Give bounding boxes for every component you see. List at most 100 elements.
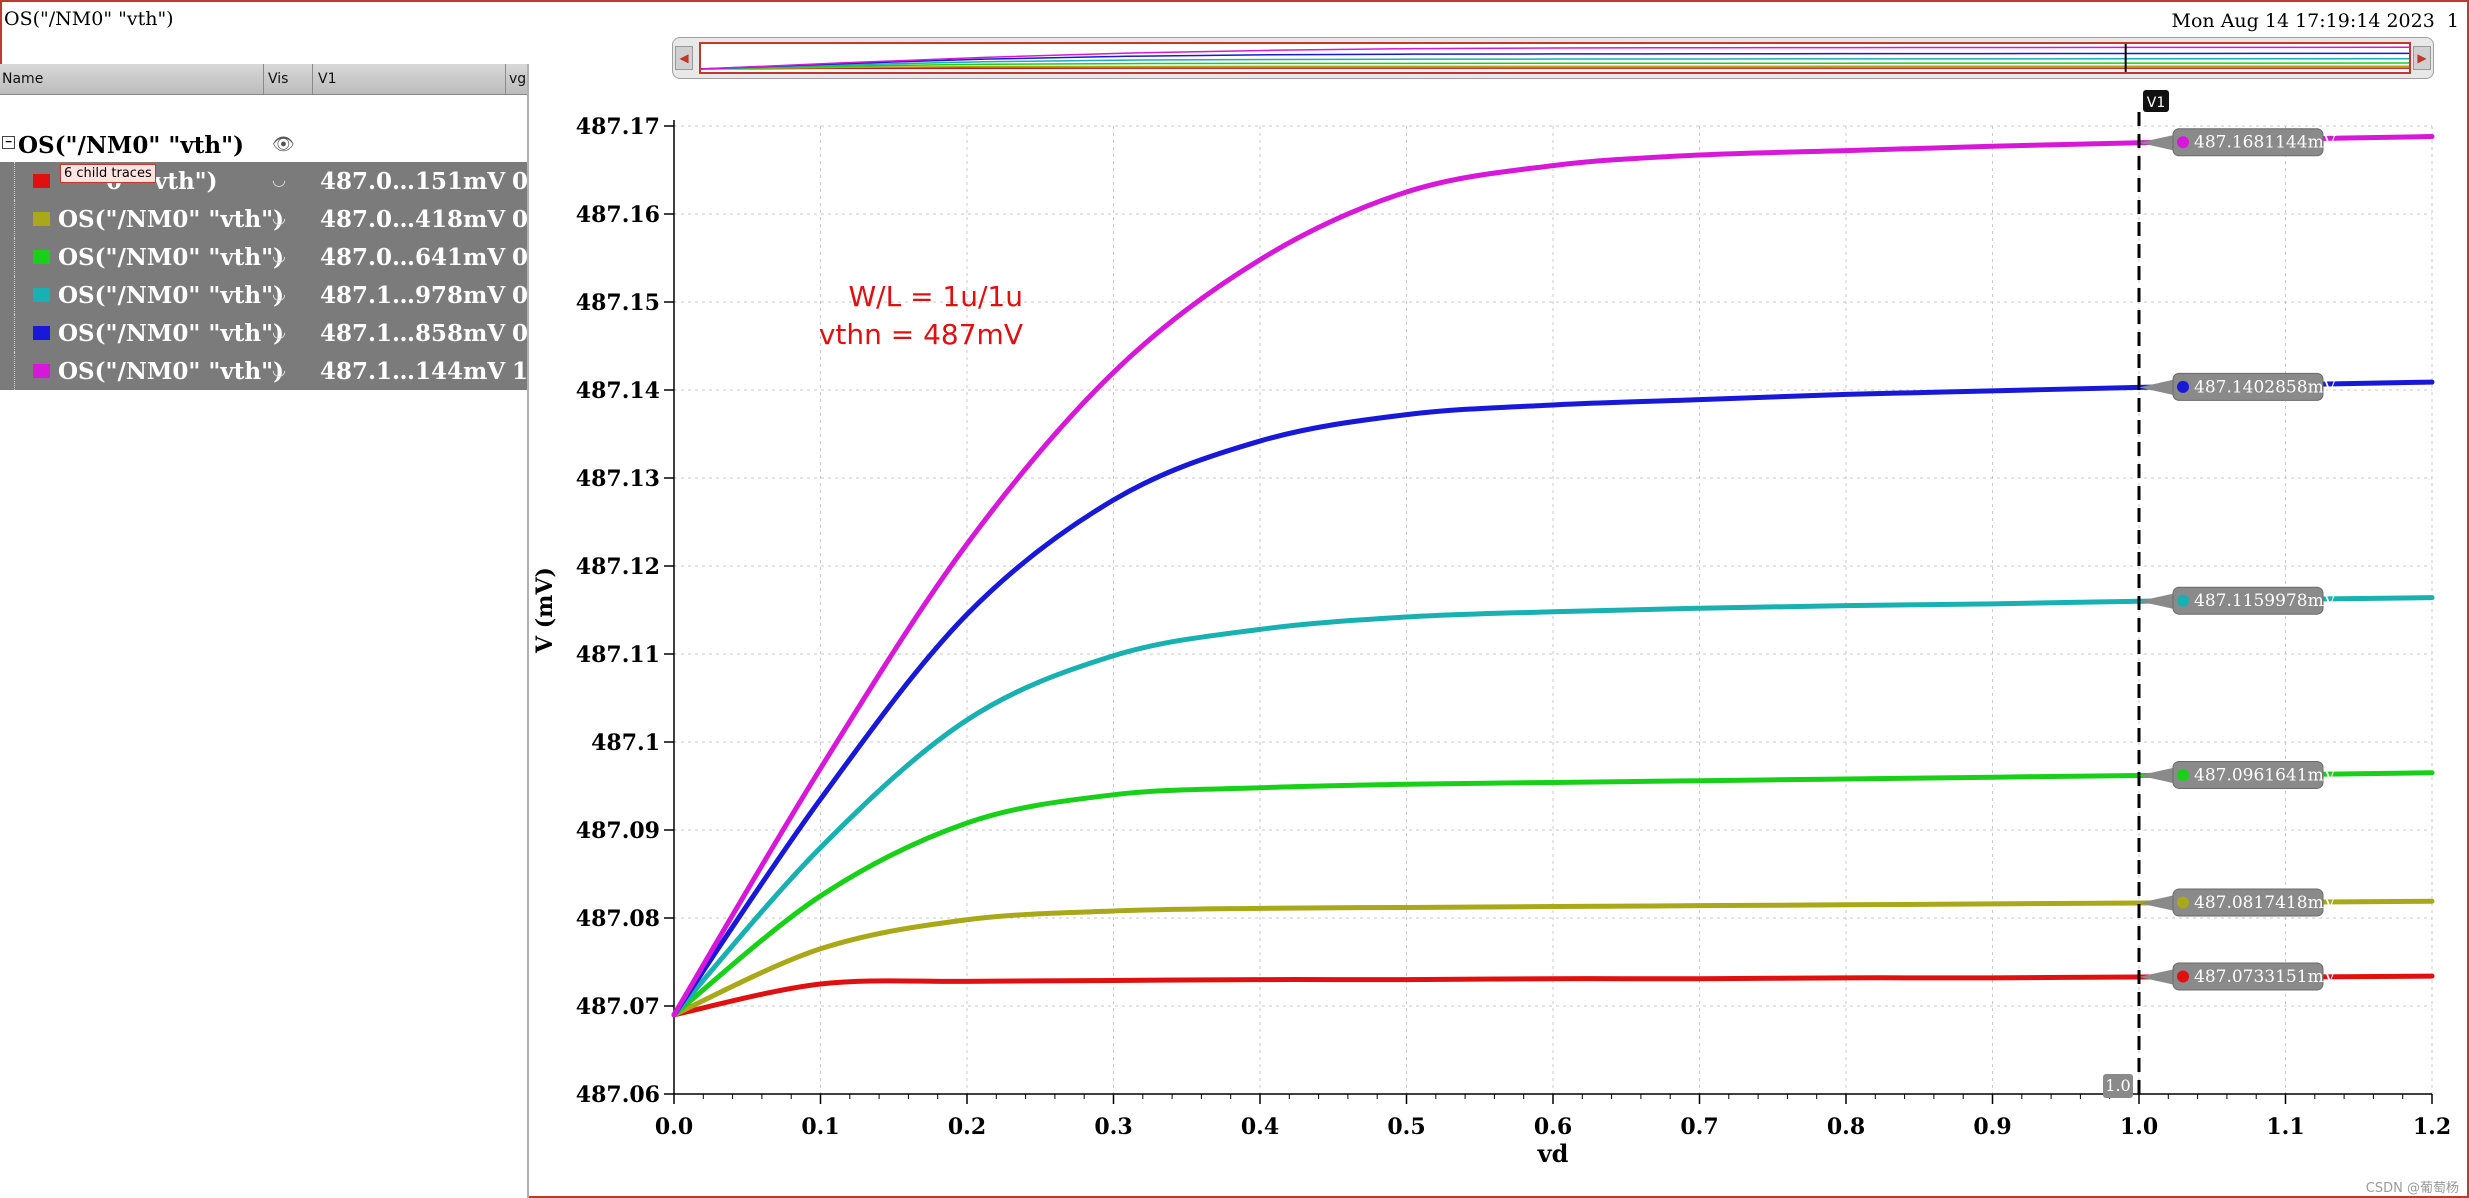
trace-vg: 0 xyxy=(512,320,529,347)
annotation-wl: W/L = 1u/1u xyxy=(848,280,1023,313)
readout-box[interactable] xyxy=(2172,372,2324,401)
column-vis[interactable]: Vis xyxy=(268,71,289,87)
scroll-right-icon[interactable]: ▶ xyxy=(2413,46,2431,70)
window-title: OS("/NM0" "vth") xyxy=(4,8,174,30)
trace-color-swatch xyxy=(33,212,50,226)
trace-row[interactable]: OS("/NM0" "vth") ◡ 487.1…978mV 0 xyxy=(0,276,528,314)
trace-row[interactable]: 0" "vth") ◡ 487.0…151mV 0 xyxy=(0,162,529,200)
marker-name: V1 xyxy=(2147,95,2165,111)
readout-pointer xyxy=(2139,968,2175,985)
eye-icon[interactable]: ◡ xyxy=(272,284,286,303)
column-name[interactable]: Name xyxy=(2,71,44,87)
readout-dot xyxy=(2177,970,2189,983)
readout-dot xyxy=(2177,136,2189,149)
scroll-left-icon[interactable]: ◀ xyxy=(675,46,693,70)
root-trace-label: OS("/NM0" "vth") xyxy=(18,132,244,159)
x-tick-label: 0.4 xyxy=(1241,1114,1279,1140)
readout-label: 487.0733151mV xyxy=(2194,967,2337,987)
trace-color-swatch xyxy=(33,364,50,378)
trace-row[interactable]: OS("/NM0" "vth") ◡ 487.1…858mV 0 xyxy=(0,314,529,352)
tree-line xyxy=(14,276,16,314)
overview-plot xyxy=(699,42,2411,74)
trace-name: OS("/NM0" "vth") xyxy=(58,244,284,271)
readout-label: 487.0961641mV xyxy=(2194,765,2337,785)
trace-name: OS("/NM0" "vth") xyxy=(58,206,284,233)
x-tick-label: 0.3 xyxy=(1094,1114,1132,1140)
y-tick-label: 487.14 xyxy=(576,378,660,404)
watermark: CSDN @葡萄杨 xyxy=(2365,1181,2459,1196)
marker-x-label: 1.0 xyxy=(2105,1076,2130,1095)
readout-box[interactable] xyxy=(2172,586,2324,615)
y-tick-label: 487.07 xyxy=(576,994,660,1020)
trace-vg: 0 xyxy=(512,244,529,271)
tree-line xyxy=(14,162,16,200)
x-tick-label: 0.1 xyxy=(801,1114,839,1140)
series-line xyxy=(671,134,2435,1018)
y-tick-label: 487.06 xyxy=(576,1082,660,1108)
trace-name: OS("/NM0" "vth") xyxy=(58,320,284,347)
column-divider[interactable] xyxy=(263,64,264,94)
trace-row[interactable]: OS("/NM0" "vth") ◡ 487.1…144mV 1 xyxy=(0,352,528,390)
overview-scroller[interactable]: ◀ ▶ xyxy=(672,37,2434,79)
child-traces-block: 0" "vth") ◡ 487.0…151mV 0 OS("/NM0" "vth") ◡ 4… xyxy=(0,162,529,390)
trace-row[interactable]: OS("/NM0" "vth") ◡ 487.0…641mV 0 xyxy=(0,238,529,276)
tree-line xyxy=(14,200,16,238)
trace-color-swatch xyxy=(33,174,50,188)
x-tick-label: 0.2 xyxy=(948,1114,986,1140)
tree-line xyxy=(14,352,16,390)
trace-row[interactable]: OS("/NM0" "vth") ◡ 487.0…418mV 0 xyxy=(0,200,529,238)
y-tick-label: 487.17 xyxy=(576,114,660,140)
x-tick-label: 0.8 xyxy=(1827,1114,1865,1140)
trace-browser-panel: Name Vis V1 vg − OS("/NM0" "vth") 👁 0" "… xyxy=(0,64,529,1198)
collapse-icon[interactable]: − xyxy=(2,136,15,149)
readout-label: 487.0817418mV xyxy=(2194,893,2337,913)
column-divider[interactable] xyxy=(312,64,313,94)
readout-pointer xyxy=(2139,593,2175,610)
readout-box[interactable] xyxy=(2172,760,2324,789)
column-vg[interactable]: vg xyxy=(509,71,527,87)
y-tick-label: 487.12 xyxy=(576,554,660,580)
eye-icon[interactable]: ◡ xyxy=(272,246,286,265)
readout-box[interactable] xyxy=(2172,128,2324,157)
marker-tag[interactable] xyxy=(2143,90,2169,112)
trace-vg: 0 xyxy=(512,168,529,195)
timestamp: Mon Aug 14 17:19:14 2023 xyxy=(2171,10,2435,32)
tooltip: 6 child traces xyxy=(60,164,156,183)
page-number: 1 xyxy=(2446,10,2459,32)
trace-value: 487.1…858mV xyxy=(320,320,506,347)
readout-box[interactable] xyxy=(2172,888,2324,917)
y-axis-label: V (mV) xyxy=(532,567,558,654)
x-tick-label: 0.0 xyxy=(655,1114,693,1140)
tree-line xyxy=(14,238,16,276)
y-tick-label: 487.11 xyxy=(576,642,660,668)
readout-box[interactable] xyxy=(2172,962,2324,991)
column-divider[interactable] xyxy=(505,64,506,94)
eye-icon[interactable]: ◡ xyxy=(272,360,286,379)
tree-line xyxy=(14,314,16,352)
eye-icon[interactable]: ◡ xyxy=(272,322,286,341)
eye-icon[interactable]: ◡ xyxy=(272,208,286,227)
readout-dot xyxy=(2177,768,2189,781)
x-tick-label: 1.2 xyxy=(2413,1114,2451,1140)
y-tick-label: 487.09 xyxy=(576,818,660,844)
x-tick-label: 1.0 xyxy=(2120,1114,2158,1140)
readout-dot xyxy=(2177,896,2189,909)
readout-label: 487.1402858mV xyxy=(2194,377,2337,397)
x-tick-label: 1.1 xyxy=(2266,1114,2304,1140)
x-tick-label: 0.6 xyxy=(1534,1114,1572,1140)
series-line xyxy=(671,379,2435,1018)
y-tick-label: 487.16 xyxy=(576,202,660,228)
readout-pointer xyxy=(2139,895,2175,912)
eye-icon[interactable]: 👁 xyxy=(272,134,295,155)
readout-pointer xyxy=(2139,134,2175,151)
column-v1[interactable]: V1 xyxy=(318,71,337,87)
overview-view-window[interactable] xyxy=(699,42,2411,74)
eye-icon[interactable]: ◡ xyxy=(272,170,286,189)
readout-dot xyxy=(2177,594,2189,607)
timestamp-bar: Mon Aug 14 17:19:14 2023 1 xyxy=(2172,10,2459,32)
trace-vg: 0 xyxy=(512,206,529,233)
readout-label: 487.1681144mV xyxy=(2194,133,2337,153)
trace-color-swatch xyxy=(33,288,50,302)
root-trace-row[interactable]: − OS("/NM0" "vth") 👁 xyxy=(0,126,527,164)
